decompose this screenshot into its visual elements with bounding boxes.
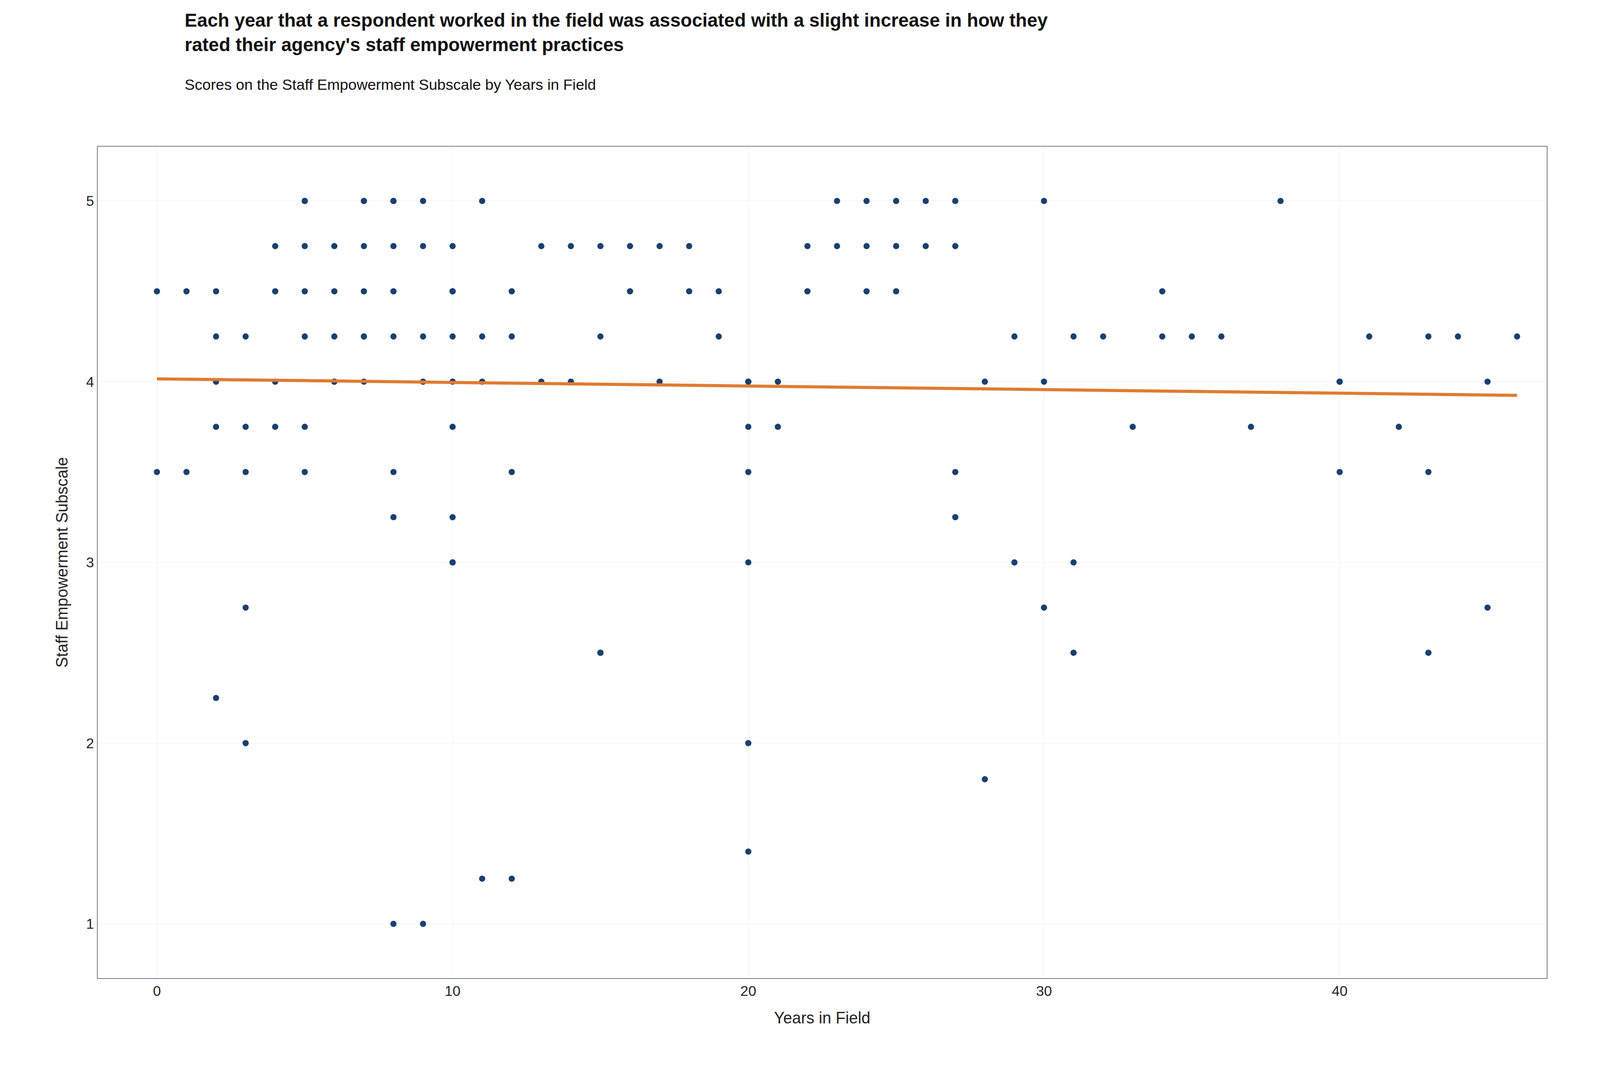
svg-text:3: 3 (86, 554, 95, 571)
svg-text:5: 5 (86, 192, 95, 209)
svg-text:20: 20 (740, 982, 757, 999)
svg-text:Scores on the Staff Empowermen: Scores on the Staff Empowerment Subscale… (184, 76, 596, 93)
svg-text:Staff Empowerment Subscale: Staff Empowerment Subscale (52, 456, 72, 668)
svg-text:30: 30 (1036, 982, 1052, 999)
svg-text:10: 10 (444, 982, 461, 999)
svg-text:40: 40 (1331, 982, 1348, 999)
svg-text:0: 0 (152, 982, 161, 999)
svg-text:Each year that a respondent wo: Each year that a respondent worked in th… (184, 9, 1049, 56)
svg-text:4: 4 (86, 373, 95, 390)
svg-text:Years in Field: Years in Field (774, 1008, 871, 1027)
svg-text:2: 2 (86, 735, 95, 752)
svg-text:1: 1 (86, 915, 95, 932)
